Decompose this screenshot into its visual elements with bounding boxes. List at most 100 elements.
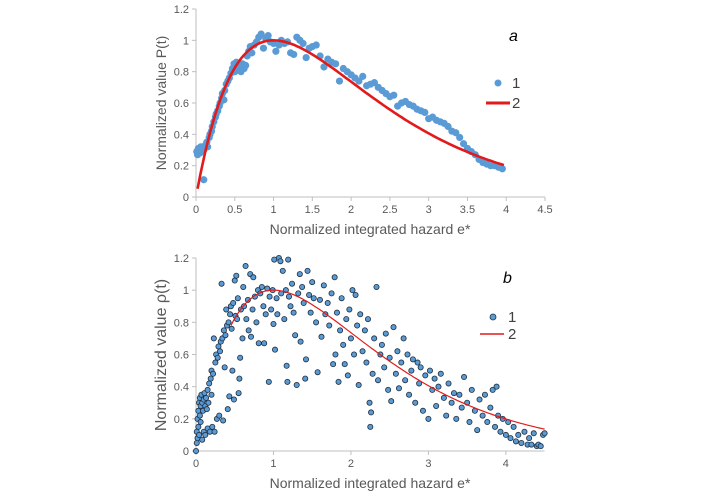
data-point <box>299 283 306 290</box>
data-point <box>264 32 272 40</box>
data-point <box>279 267 286 274</box>
y-tick-label: 1.2 <box>174 253 189 265</box>
panel-b-legend: 1 2 <box>480 309 516 343</box>
data-point <box>364 316 371 323</box>
y-tick-label: 1.2 <box>174 4 189 16</box>
data-point <box>386 354 393 361</box>
data-point <box>220 327 227 334</box>
data-point <box>408 367 415 374</box>
x-tick-label: 3 <box>425 458 431 470</box>
data-point <box>343 316 350 323</box>
x-tick-label: 3 <box>426 204 432 216</box>
data-point <box>287 303 294 310</box>
data-point <box>422 372 429 379</box>
data-point <box>196 431 203 438</box>
legend-marker-points <box>494 79 502 87</box>
data-point <box>303 356 310 363</box>
data-point <box>378 341 385 348</box>
x-tick-label: 1 <box>270 204 276 216</box>
data-point <box>456 133 464 142</box>
data-point <box>261 340 268 347</box>
data-point <box>489 386 496 393</box>
data-point <box>481 391 488 398</box>
data-point <box>366 399 373 406</box>
data-point <box>335 77 344 85</box>
data-point <box>228 325 235 332</box>
data-point <box>337 327 344 334</box>
data-point <box>346 306 353 313</box>
y-tick-label: 0.2 <box>174 414 189 426</box>
data-point <box>197 419 204 426</box>
data-point <box>210 370 217 377</box>
data-point <box>492 423 499 430</box>
data-point <box>354 322 361 329</box>
data-point <box>338 295 345 302</box>
panel-b-xlabel: Normalized integrated hazard e* <box>270 475 471 491</box>
fitted-curve <box>230 289 545 430</box>
data-point <box>253 319 260 326</box>
x-tick-label: 3.5 <box>460 204 475 216</box>
data-point <box>453 415 460 422</box>
data-point <box>335 378 342 385</box>
data-point <box>203 394 210 401</box>
y-tick-label: 1 <box>183 285 189 297</box>
data-point <box>289 280 296 287</box>
data-point <box>375 377 382 384</box>
y-tick-label: 0.8 <box>174 317 189 329</box>
data-point <box>419 407 426 414</box>
data-point <box>193 439 200 446</box>
data-point <box>296 271 303 278</box>
data-point <box>456 391 463 398</box>
data-point <box>196 412 203 419</box>
data-point <box>487 404 494 411</box>
data-point <box>208 391 215 398</box>
data-point <box>224 406 231 413</box>
data-point <box>203 406 210 413</box>
data-point <box>392 370 399 377</box>
x-tick-label: 4 <box>503 204 509 216</box>
x-tick-label: 1.5 <box>305 204 320 216</box>
data-point <box>528 441 535 448</box>
data-point <box>300 300 307 307</box>
data-point <box>417 364 424 371</box>
data-point <box>242 263 249 270</box>
data-point <box>433 402 440 409</box>
data-point <box>448 399 455 406</box>
data-point <box>390 91 398 99</box>
data-point <box>306 291 313 298</box>
data-point <box>340 341 347 348</box>
data-point <box>373 283 380 290</box>
data-point <box>248 49 256 57</box>
data-point <box>226 393 233 400</box>
data-point <box>368 409 375 416</box>
panel-b-label: b <box>503 270 512 287</box>
data-point <box>409 356 416 363</box>
data-point <box>394 348 401 355</box>
data-point <box>262 311 269 318</box>
data-point <box>497 428 504 435</box>
y-tick-label: 0.8 <box>174 67 189 79</box>
data-point <box>277 258 284 265</box>
data-point <box>231 277 238 284</box>
fitted-curve <box>196 38 505 189</box>
panel-b: b Normalized integrated hazard e* Normal… <box>153 253 548 491</box>
x-tick-label: 2.5 <box>382 204 397 216</box>
data-point <box>302 53 310 62</box>
data-point <box>243 316 250 323</box>
data-point <box>466 419 473 426</box>
data-point <box>248 333 255 340</box>
data-point <box>367 423 374 430</box>
data-point <box>318 333 325 340</box>
data-point <box>205 399 212 406</box>
data-point <box>260 303 267 310</box>
data-point <box>521 428 528 435</box>
data-point <box>202 431 209 438</box>
data-point <box>474 427 481 434</box>
data-point <box>222 332 229 339</box>
data-point <box>371 335 378 342</box>
data-point <box>331 274 338 281</box>
data-point <box>402 377 409 384</box>
data-point <box>270 320 277 327</box>
x-tick-label: 0 <box>193 458 199 470</box>
